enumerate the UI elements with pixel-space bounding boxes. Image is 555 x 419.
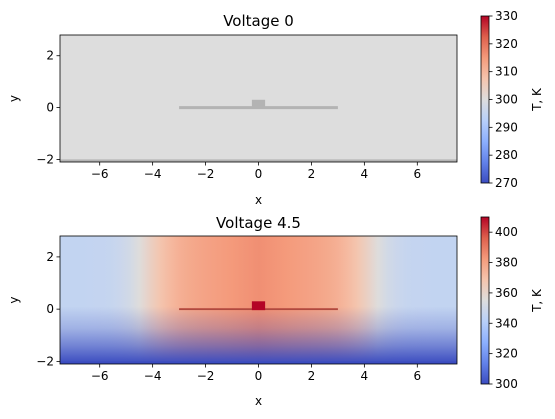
y-tick-label: −2 xyxy=(36,152,54,166)
chart-title: Voltage 4.5 xyxy=(216,214,301,232)
heater-block xyxy=(251,99,266,109)
x-tick-label: 2 xyxy=(308,369,316,383)
x-tick-label: 6 xyxy=(413,369,421,383)
x-tick-label: −2 xyxy=(197,369,215,383)
colorbar-tick-label: 320 xyxy=(495,37,518,51)
x-tick-label: 4 xyxy=(361,369,369,383)
substrate-strip xyxy=(60,361,457,364)
x-tick-label: 0 xyxy=(255,369,263,383)
colorbar-tick-label: 290 xyxy=(495,120,518,134)
x-tick-label: 0 xyxy=(255,167,263,181)
subplot-voltage-0: −6 −4 −2 0 2 4 6 −2 0 2 Voltage 0 x y 270 280 290 300 310… xyxy=(7,9,544,207)
x-tick-label: 4 xyxy=(361,167,369,181)
x-axis-label: x xyxy=(255,394,262,408)
y-tick-label: 0 xyxy=(46,302,54,316)
y-tick-label: 2 xyxy=(46,250,54,264)
colorbar xyxy=(481,217,489,384)
x-tick-label: −2 xyxy=(197,167,215,181)
y-tick-label: 2 xyxy=(46,49,54,63)
y-tick-label: −2 xyxy=(36,354,54,368)
x-tick-label: 2 xyxy=(308,167,316,181)
colorbar-tick-label: 380 xyxy=(495,256,518,270)
temperature-field xyxy=(60,236,457,364)
x-tick-label: −4 xyxy=(144,369,162,383)
heater-block xyxy=(251,301,266,311)
colorbar-tick-label: 400 xyxy=(495,225,518,239)
substrate-strip xyxy=(60,159,457,162)
colorbar xyxy=(481,16,489,183)
x-tick-label: 6 xyxy=(413,167,421,181)
x-axis-label: x xyxy=(255,193,262,207)
colorbar-tick-label: 330 xyxy=(495,9,518,23)
colorbar-frame xyxy=(480,216,490,385)
colorbar-tick-label: 270 xyxy=(495,176,518,190)
colorbar-tick-label: 310 xyxy=(495,65,518,79)
temperature-field xyxy=(60,35,457,162)
y-tick-label: 0 xyxy=(46,101,54,115)
subplot-voltage-4-5: −6 −4 −2 0 2 4 6 −2 0 2 Voltage 4.5 x y 300 320 340 360 3… xyxy=(7,214,544,408)
x-tick-label: −6 xyxy=(91,167,109,181)
x-tick-label: −4 xyxy=(144,167,162,181)
colorbar-label: T, K xyxy=(530,87,544,112)
substrate-cooling xyxy=(60,236,457,364)
chart-title: Voltage 0 xyxy=(223,12,294,30)
colorbar-tick-label: 300 xyxy=(495,377,518,391)
uniform-field xyxy=(60,35,457,162)
colorbar-tick-label: 320 xyxy=(495,347,518,361)
x-tick-label: −6 xyxy=(91,369,109,383)
y-axis-label: y xyxy=(7,95,21,102)
colorbar-tick-label: 360 xyxy=(495,286,518,300)
y-axis-label: y xyxy=(7,296,21,303)
colorbar-label: T, K xyxy=(530,288,544,313)
colorbar-tick-label: 280 xyxy=(495,148,518,162)
colorbar-tick-label: 300 xyxy=(495,93,518,107)
colorbar-tick-label: 340 xyxy=(495,316,518,330)
